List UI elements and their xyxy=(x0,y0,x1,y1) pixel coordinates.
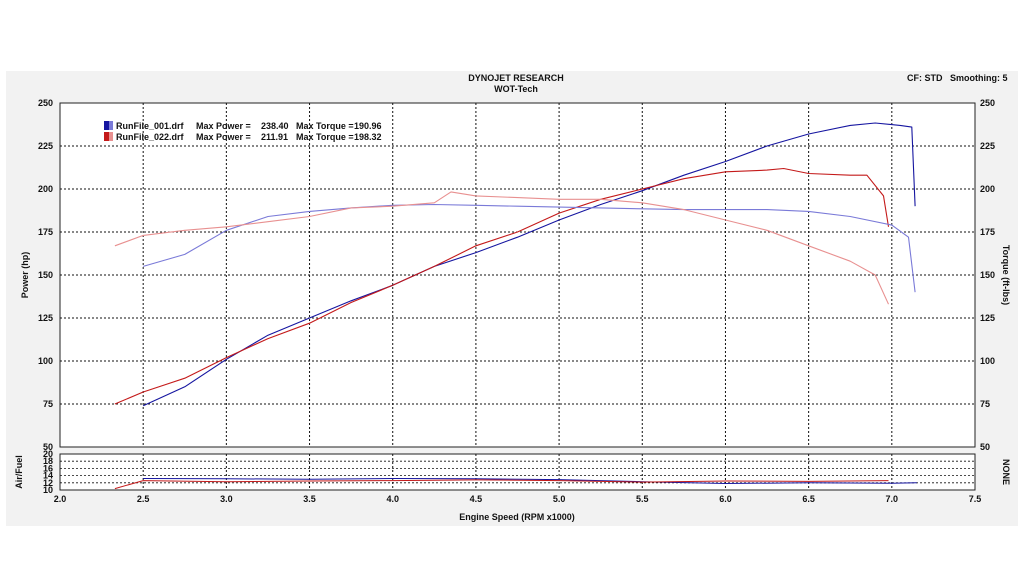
chart-subtitle: WOT-Tech xyxy=(494,84,538,94)
x-tick-label: 6.5 xyxy=(802,494,815,504)
legend-swatch-run001 xyxy=(104,121,113,130)
y2-tick-label: 100 xyxy=(980,356,995,366)
x-tick-label: 3.0 xyxy=(220,494,233,504)
y2-tick-label: 50 xyxy=(980,442,990,452)
x-tick-label: 4.0 xyxy=(386,494,399,504)
y-tick-label: 175 xyxy=(38,227,53,237)
legend-maxpower-label-run022: Max Power = xyxy=(196,132,251,142)
x-tick-label: 5.5 xyxy=(636,494,649,504)
y2-tick-label: 175 xyxy=(980,227,995,237)
legend-maxpower-run022: 211.91 xyxy=(261,132,288,142)
afr-y-tick-label: 20 xyxy=(43,449,53,459)
afr-series-line-2 xyxy=(114,479,889,490)
main-series xyxy=(114,122,916,407)
x-tick-label: 5.0 xyxy=(553,494,566,504)
x-axis-ticks: 2.0 2.5 3.0 3.5 4.0 4.5 5.0 5.5 6.0 6.5 7.0 7.5 xyxy=(54,494,982,504)
y-tick-label: 75 xyxy=(43,399,53,409)
legend-maxtorque-label-run022: Max Torque = xyxy=(296,132,354,142)
x-axis-title: Engine Speed (RPM x1000) xyxy=(459,512,575,522)
legend-file-run022: RunFile_022.drf xyxy=(116,132,185,142)
main-grid xyxy=(60,103,975,447)
y2-tick-label: 75 xyxy=(980,399,990,409)
legend-maxtorque-label-run001: Max Torque = xyxy=(296,121,354,131)
x-tick-label: 2.0 xyxy=(54,494,67,504)
y-tick-label: 100 xyxy=(38,356,53,366)
y-axis-title: Power (hp) xyxy=(20,252,30,299)
y2-tick-label: 150 xyxy=(980,270,995,280)
x-tick-label: 6.0 xyxy=(719,494,732,504)
y2-tick-label: 125 xyxy=(980,313,995,323)
legend-maxpower-label-run001: Max Power = xyxy=(196,121,251,131)
afr-y2-axis-title: NONE xyxy=(1001,459,1011,485)
x-tick-label: 7.5 xyxy=(969,494,982,504)
afr-y-tick-label: 12 xyxy=(43,478,53,488)
main-ticks: 50 50 75 75 100 100 125 125 150 150 175 175 200 200 22… xyxy=(38,98,995,452)
smoothing-label: Smoothing: 5 xyxy=(950,73,1008,83)
afr-plot-area xyxy=(59,453,976,491)
y-tick-label: 125 xyxy=(38,313,53,323)
legend-swatch-run022 xyxy=(104,132,113,141)
y2-tick-label: 250 xyxy=(980,98,995,108)
afr-y-tick-label: 10 xyxy=(43,485,53,495)
series-line-1 xyxy=(142,122,916,407)
y-tick-label: 250 xyxy=(38,98,53,108)
x-tick-label: 7.0 xyxy=(886,494,899,504)
y2-tick-label: 225 xyxy=(980,141,995,151)
legend-file-run001: RunFile_001.drf xyxy=(116,121,185,131)
y-tick-label: 225 xyxy=(38,141,53,151)
afr-y-tick-label: 14 xyxy=(43,471,53,481)
y2-tick-label: 200 xyxy=(980,184,995,194)
y-tick-label: 200 xyxy=(38,184,53,194)
y-tick-label: 150 xyxy=(38,270,53,280)
series-line-4 xyxy=(114,191,890,305)
series-line-2 xyxy=(114,167,890,405)
afr-y-tick-label: 18 xyxy=(43,456,53,466)
x-tick-label: 4.5 xyxy=(470,494,483,504)
afr-series-line-1 xyxy=(143,478,917,484)
afr-y-axis-title: Air/Fuel xyxy=(14,455,24,489)
x-tick-label: 3.5 xyxy=(303,494,316,504)
y2-axis-title: Torque (ft-lbs) xyxy=(1001,245,1011,305)
legend-maxtorque-run022: 198.32 xyxy=(354,132,382,142)
x-tick-label: 2.5 xyxy=(137,494,150,504)
correction-factor-label: CF: STD xyxy=(907,73,943,83)
legend-maxtorque-run001: 190.96 xyxy=(354,121,382,131)
chart-title: DYNOJET RESEARCH xyxy=(468,73,564,83)
afr-grid xyxy=(60,454,975,490)
legend: RunFile_001.drf Max Power = 238.40 Max T… xyxy=(104,121,382,142)
y-tick-label: 50 xyxy=(43,442,53,452)
series-line-3 xyxy=(143,203,916,293)
afr-series xyxy=(114,478,917,490)
afr-y-tick-label: 16 xyxy=(43,463,53,473)
legend-maxpower-run001: 238.40 xyxy=(261,121,289,131)
